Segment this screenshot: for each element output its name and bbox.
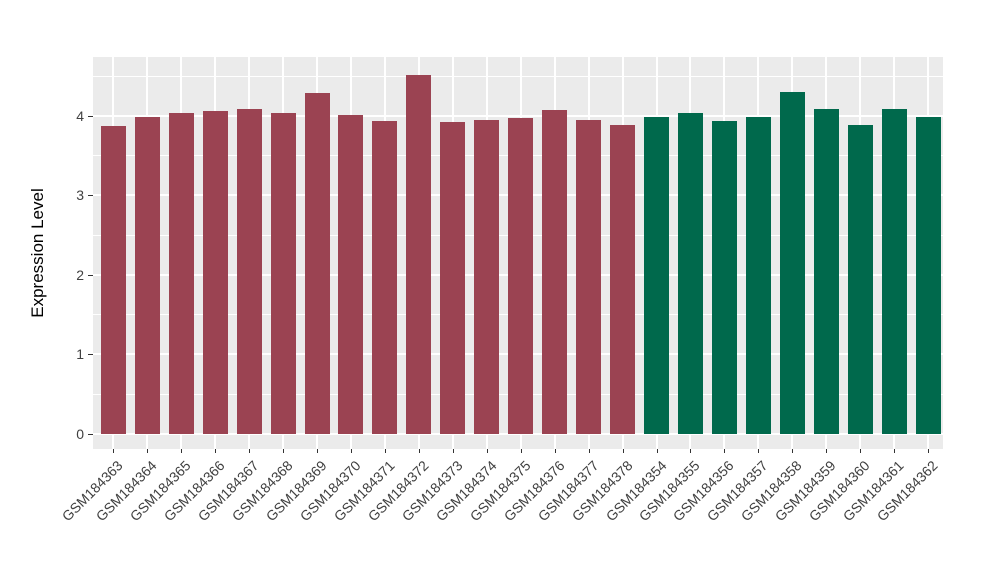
bar-GSM184374 (474, 119, 500, 434)
x-tick-mark (486, 449, 488, 453)
gridline-major (93, 432, 943, 435)
y-tick-label: 0 (76, 425, 84, 442)
x-tick-mark (758, 449, 760, 453)
bar-GSM184369 (304, 92, 330, 434)
bar-GSM184363 (100, 126, 126, 434)
x-tick-mark (384, 449, 386, 453)
bar-GSM184366 (202, 111, 228, 434)
plot-panel (93, 57, 943, 449)
x-tick-mark (860, 449, 862, 453)
bar-GSM184372 (406, 75, 432, 434)
y-tick-label: 2 (76, 266, 84, 283)
x-tick-mark (350, 449, 352, 453)
bar-GSM184361 (881, 108, 907, 434)
bar-GSM184370 (338, 115, 364, 434)
bar-GSM184355 (677, 112, 703, 434)
bar-GSM184357 (745, 117, 771, 434)
bar-GSM184371 (372, 121, 398, 434)
y-tick-label: 4 (76, 107, 84, 124)
bar-GSM184378 (610, 125, 636, 434)
x-tick-mark (215, 449, 217, 453)
bar-GSM184367 (236, 109, 262, 434)
gridline-minor (93, 75, 943, 77)
x-tick-mark (147, 449, 149, 453)
y-tick-mark (88, 354, 93, 356)
x-tick-mark (622, 449, 624, 453)
bar-GSM184356 (711, 121, 737, 434)
x-tick-mark (452, 449, 454, 453)
x-tick-mark (249, 449, 251, 453)
x-tick-mark (894, 449, 896, 453)
bar-GSM184362 (915, 117, 941, 434)
y-tick-label: 3 (76, 187, 84, 204)
bar-GSM184354 (644, 117, 669, 434)
x-tick-mark (792, 449, 794, 453)
gridline-major (93, 114, 943, 117)
x-tick-mark (113, 449, 115, 453)
bar-GSM184365 (168, 112, 194, 434)
x-tick-mark (554, 449, 556, 453)
x-tick-mark (520, 449, 522, 453)
bar-GSM184364 (134, 117, 160, 434)
y-tick-mark (88, 115, 93, 117)
x-tick-mark (928, 449, 930, 453)
x-tick-mark (588, 449, 590, 453)
x-tick-mark (181, 449, 183, 453)
bar-GSM184358 (779, 91, 805, 434)
bar-GSM184373 (440, 122, 466, 434)
y-tick-mark (88, 433, 93, 435)
x-tick-mark (283, 449, 285, 453)
x-tick-mark (656, 449, 658, 453)
x-tick-mark (826, 449, 828, 453)
bar-GSM184376 (542, 110, 568, 434)
bar-GSM184368 (270, 112, 296, 434)
y-tick-label: 1 (76, 346, 84, 363)
bar-GSM184359 (813, 108, 839, 434)
bar-GSM184377 (576, 119, 602, 434)
bar-GSM184375 (508, 118, 534, 434)
y-tick-mark (88, 195, 93, 197)
y-axis-title: Expression Level (28, 188, 47, 318)
x-tick-mark (724, 449, 726, 453)
x-tick-mark (317, 449, 318, 453)
x-tick-mark (690, 449, 692, 453)
bar-GSM184360 (847, 124, 873, 434)
y-tick-mark (88, 274, 93, 276)
x-tick-mark (418, 449, 420, 453)
